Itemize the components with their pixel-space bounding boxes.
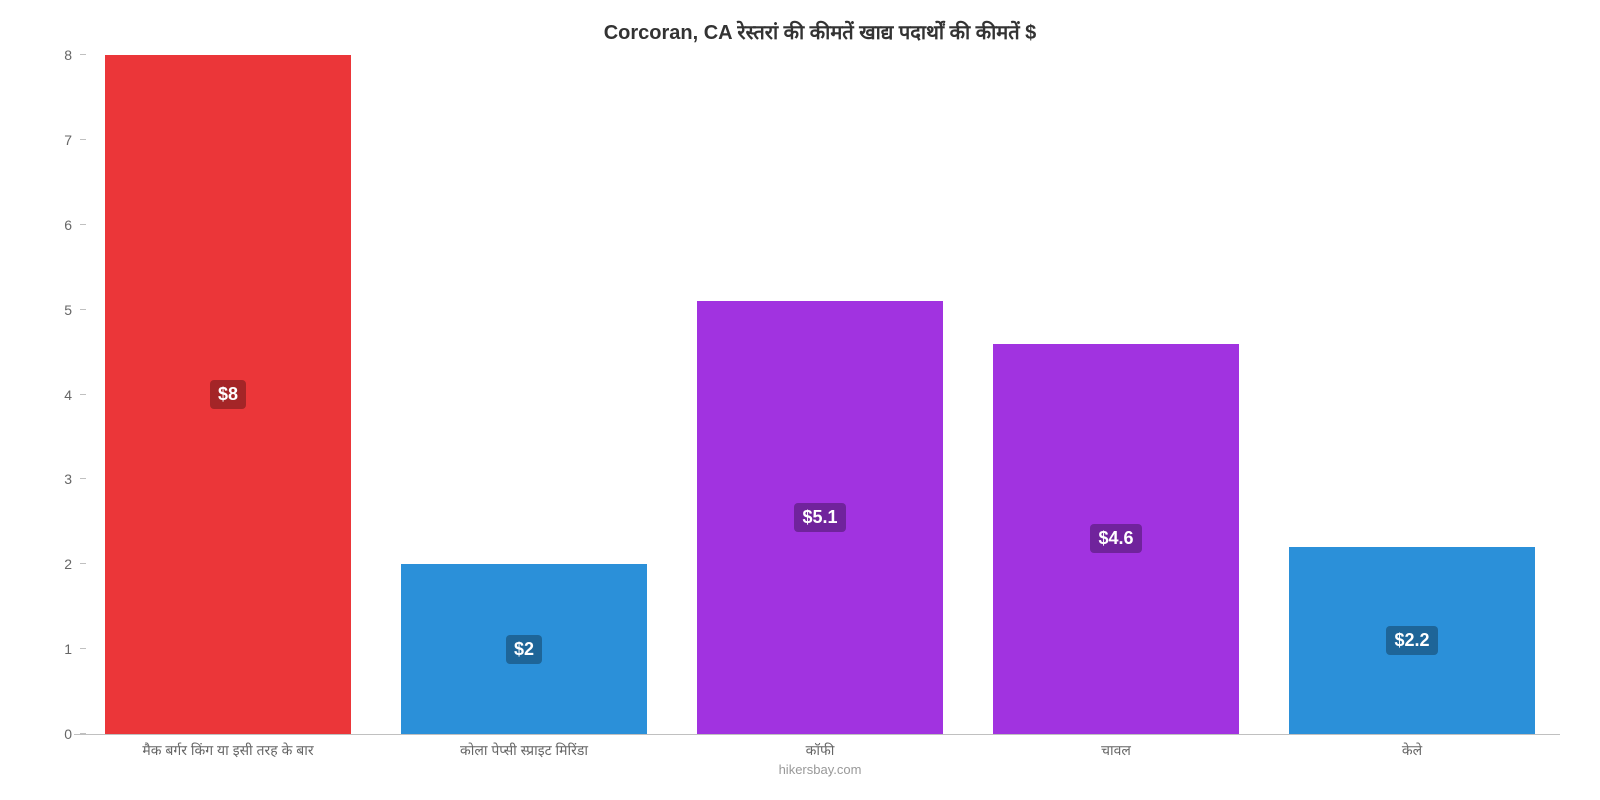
bar: $2.2 [1289,547,1535,734]
bar-slot: $4.6 [968,55,1264,734]
bar: $4.6 [993,344,1239,734]
x-axis-label: चावल [968,741,1264,760]
bar-slot: $2 [376,55,672,734]
bar-value-label: $4.6 [1090,524,1141,553]
price-bar-chart: Corcoran, CA रेस्तरां की कीमतें खाद्य पद… [0,0,1600,800]
x-axis-label: कोला पेप्सी स्प्राइट मिरिंडा [376,741,672,760]
y-tick-label: 4 [30,387,80,403]
bar-value-label: $2 [506,635,542,664]
x-axis: मैक बर्गर किंग या इसी तरह के बारकोला पेप… [80,735,1560,760]
bars-group: $8 $2 $5.1 $4.6 $2.2 [80,55,1560,734]
y-axis: 012345678 [30,55,80,734]
x-axis-label: मैक बर्गर किंग या इसी तरह के बार [80,741,376,760]
bar: $5.1 [697,301,943,734]
y-tick-label: 6 [30,217,80,233]
y-tick-label: 8 [30,47,80,63]
y-tick-label: 5 [30,302,80,318]
bar-value-label: $8 [210,380,246,409]
plot-area: 012345678 $8$2$5.1$4.6$2.2 [80,55,1560,735]
y-tick-label: 1 [30,641,80,657]
y-tick-label: 3 [30,471,80,487]
bar-slot: $2.2 [1264,55,1560,734]
baseline-tick [74,734,80,735]
x-axis-label: केले [1264,741,1560,760]
chart-title: Corcoran, CA रेस्तरां की कीमतें खाद्य पद… [80,10,1560,55]
attribution: hikersbay.com [80,760,1560,777]
bar-value-label: $5.1 [794,503,845,532]
bar: $8 [105,55,351,734]
y-tick-label: 7 [30,132,80,148]
y-tick-label: 2 [30,556,80,572]
y-tick-label: 0 [30,726,80,742]
bar-slot: $8 [80,55,376,734]
bar-value-label: $2.2 [1386,626,1437,655]
bar: $2 [401,564,647,734]
x-axis-label: कॉफी [672,741,968,760]
bar-slot: $5.1 [672,55,968,734]
